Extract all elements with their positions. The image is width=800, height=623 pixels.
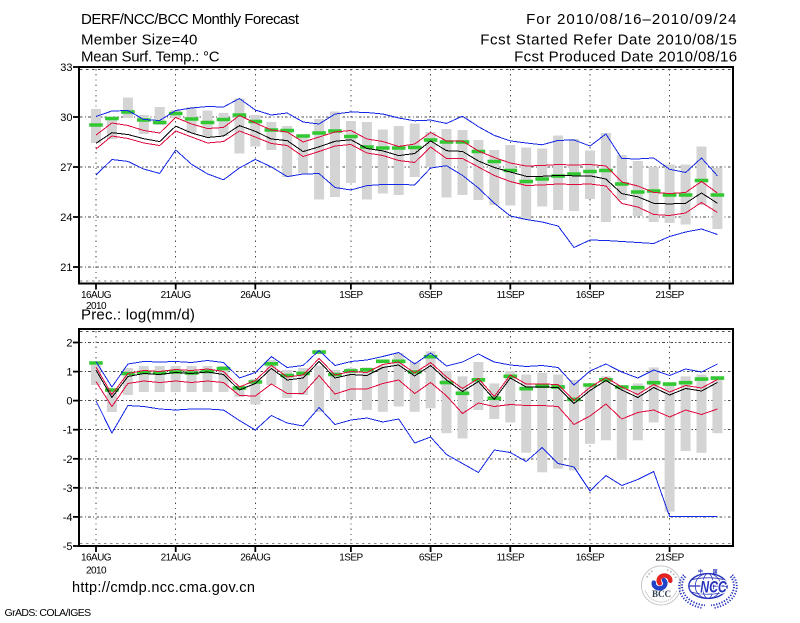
svg-text:11SEP: 11SEP [496,290,525,301]
svg-text:0: 0 [66,396,72,408]
svg-text:Member Size=40: Member Size=40 [81,32,198,49]
svg-text:Mean Surf. Temp.: °C: Mean Surf. Temp.: °C [81,49,220,66]
svg-text:30: 30 [60,112,72,124]
svg-text:21SEP: 21SEP [655,553,684,564]
svg-text:Fcst Started Refer Date 2010/0: Fcst Started Refer Date 2010/08/15 [480,32,737,49]
svg-text:26AUG: 26AUG [240,290,271,301]
svg-text:16SEP: 16SEP [576,553,605,564]
svg-text:6SEP: 6SEP [419,553,443,564]
svg-text:-5: -5 [63,541,73,553]
svg-text:Prec.: log(mm/d): Prec.: log(mm/d) [81,307,195,324]
svg-text:16SEP: 16SEP [576,290,605,301]
svg-text:1SEP: 1SEP [339,290,363,301]
svg-text:1SEP: 1SEP [339,553,363,564]
svg-text:24: 24 [60,212,72,224]
svg-text:DERF/NCC/BCC Monthly Forecast: DERF/NCC/BCC Monthly Forecast [81,11,300,28]
svg-text:NCC: NCC [700,579,727,597]
svg-text:27: 27 [60,162,72,174]
svg-text:中: 中 [698,568,703,575]
svg-text:6SEP: 6SEP [419,290,443,301]
svg-text:-1: -1 [63,425,73,437]
svg-text:2010: 2010 [86,301,107,312]
svg-text:21AUG: 21AUG [161,553,192,564]
svg-text:11SEP: 11SEP [496,553,525,564]
svg-text:-3: -3 [63,483,73,495]
svg-text:BCC: BCC [652,589,671,599]
svg-text:http://cmdp.ncc.cma.gov.cn: http://cmdp.ncc.cma.gov.cn [72,580,255,596]
svg-text:21SEP: 21SEP [655,290,684,301]
svg-text:2010: 2010 [86,566,107,577]
svg-text:GrADS: COLA/IGES: GrADS: COLA/IGES [5,607,92,618]
svg-text:NCC: NCC [700,579,727,597]
svg-text:21AUG: 21AUG [161,290,192,301]
svg-text:For 2010/08/16–2010/09/24: For 2010/08/16–2010/09/24 [526,11,737,28]
svg-text:21: 21 [60,262,72,274]
svg-text:1: 1 [66,367,72,379]
svg-text:16AUG: 16AUG [81,553,112,564]
svg-text:-4: -4 [63,512,73,524]
svg-text:26AUG: 26AUG [240,553,271,564]
svg-text:-2: -2 [63,454,73,466]
svg-text:2: 2 [66,338,72,350]
svg-text:16AUG: 16AUG [81,290,112,301]
svg-text:国: 国 [713,568,718,575]
svg-text:Fcst Produced Date 2010/08/16: Fcst Produced Date 2010/08/16 [514,49,737,66]
svg-text:33: 33 [60,62,72,74]
